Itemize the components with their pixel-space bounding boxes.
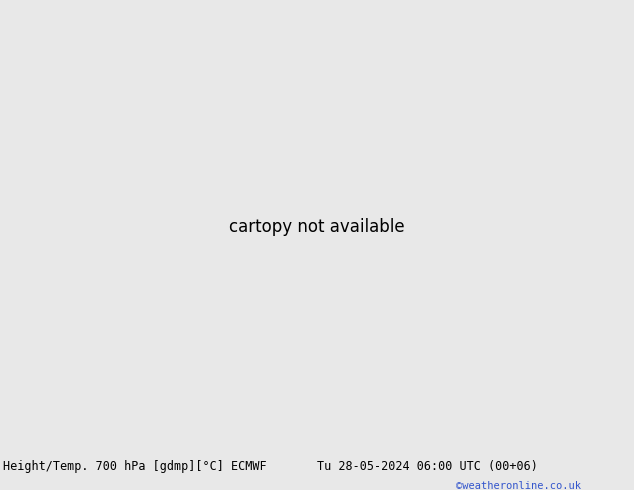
Text: cartopy not available: cartopy not available bbox=[229, 218, 405, 236]
Text: Height/Temp. 700 hPa [gdmp][°C] ECMWF: Height/Temp. 700 hPa [gdmp][°C] ECMWF bbox=[3, 460, 267, 473]
Text: Tu 28-05-2024 06:00 UTC (00+06): Tu 28-05-2024 06:00 UTC (00+06) bbox=[317, 460, 538, 473]
Text: ©weatheronline.co.uk: ©weatheronline.co.uk bbox=[456, 481, 581, 490]
